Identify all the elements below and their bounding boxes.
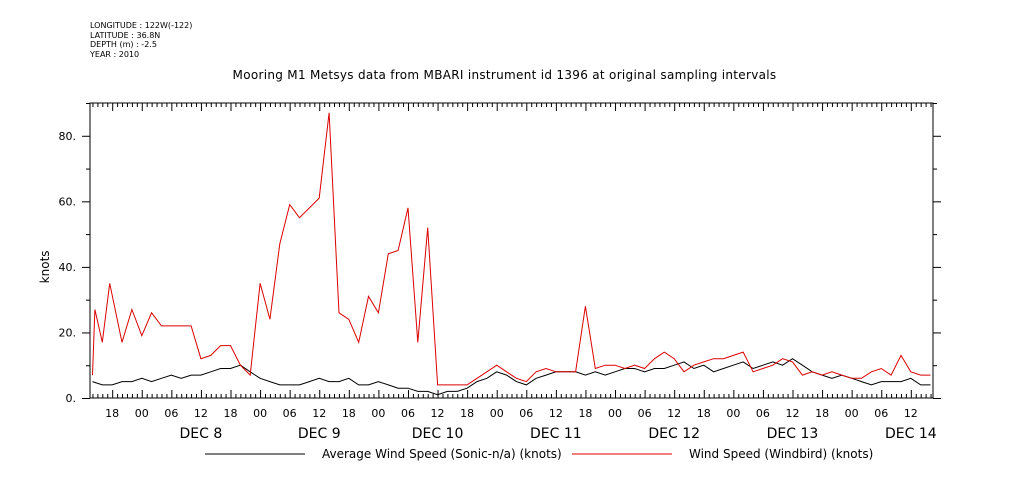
legend-label-windbird: Wind Speed (Windbird) (knots) (689, 447, 873, 461)
depth-label: DEPTH (m) : -2.5 (90, 40, 157, 49)
x-day-label: DEC 12 (648, 426, 700, 442)
x-hour-label: 06 (874, 407, 888, 420)
y-tick-label: 40. (59, 261, 77, 274)
x-hour-label: 18 (342, 407, 356, 420)
series-line-2 (92, 112, 931, 386)
x-hour-label: 06 (638, 407, 652, 420)
x-hour-label: 12 (549, 407, 563, 420)
x-hour-label: 18 (578, 407, 592, 420)
x-hour-label: 00 (845, 407, 859, 420)
y-axis-title: knots (38, 250, 52, 283)
series-line-1 (92, 358, 931, 396)
x-hour-label: 00 (135, 407, 149, 420)
x-hour-label: 00 (608, 407, 622, 420)
x-hour-label: 00 (726, 407, 740, 420)
y-tick-label: 0. (66, 392, 77, 405)
x-hour-label: 12 (667, 407, 681, 420)
x-hour-label: 06 (283, 407, 297, 420)
y-tick-label: 20. (59, 326, 77, 339)
x-hour-label: 12 (194, 407, 208, 420)
x-hour-label: 12 (312, 407, 326, 420)
plot-frame (89, 102, 934, 399)
x-hour-label: 18 (224, 407, 238, 420)
x-day-label: DEC 9 (298, 426, 341, 442)
x-day-label: DEC 10 (412, 426, 464, 442)
x-hour-label: 18 (697, 407, 711, 420)
x-hour-label: 18 (815, 407, 829, 420)
longitude-label: LONGITUDE : 122W(-122) (90, 21, 193, 30)
x-hour-label: 00 (490, 407, 504, 420)
x-hour-label: 18 (105, 407, 119, 420)
x-day-label: DEC 11 (530, 426, 582, 442)
metadata-block: LONGITUDE : 122W(-122) LATITUDE : 36.8N … (90, 21, 192, 59)
y-tick-label: 80. (59, 130, 77, 143)
legend-label-average: Average Wind Speed (Sonic-n/a) (knots) (322, 447, 562, 461)
legend: Average Wind Speed (Sonic-n/a) (knots) Wi… (205, 447, 873, 461)
chart-title: Mooring M1 Metsys data from MBARI instru… (232, 68, 777, 82)
x-hour-label: 06 (164, 407, 178, 420)
year-label: YEAR : 2010 (90, 49, 140, 59)
axis-labels: 0. 20. 40. 60. 80. 18 00 06 12 18 00 06 12 18 00 06 12 18… (38, 130, 937, 442)
x-hour-label: 12 (431, 407, 445, 420)
x-hour-label: 06 (756, 407, 770, 420)
axis-ticks (82, 103, 941, 399)
x-hour-label: 12 (786, 407, 800, 420)
x-day-label: DEC 8 (180, 426, 223, 442)
x-day-label: DEC 13 (767, 426, 819, 442)
y-tick-label: 60. (59, 195, 77, 208)
x-hour-label: 06 (401, 407, 415, 420)
plot-axes (89, 102, 934, 399)
series-layer (92, 112, 931, 396)
x-day-label: DEC 14 (885, 426, 937, 442)
x-hour-label: 06 (519, 407, 533, 420)
x-hour-label: 18 (460, 407, 474, 420)
x-hour-label: 12 (904, 407, 918, 420)
x-hour-label: 00 (253, 407, 267, 420)
latitude-label: LATITUDE : 36.8N (90, 30, 161, 40)
x-hour-label: 00 (371, 407, 385, 420)
